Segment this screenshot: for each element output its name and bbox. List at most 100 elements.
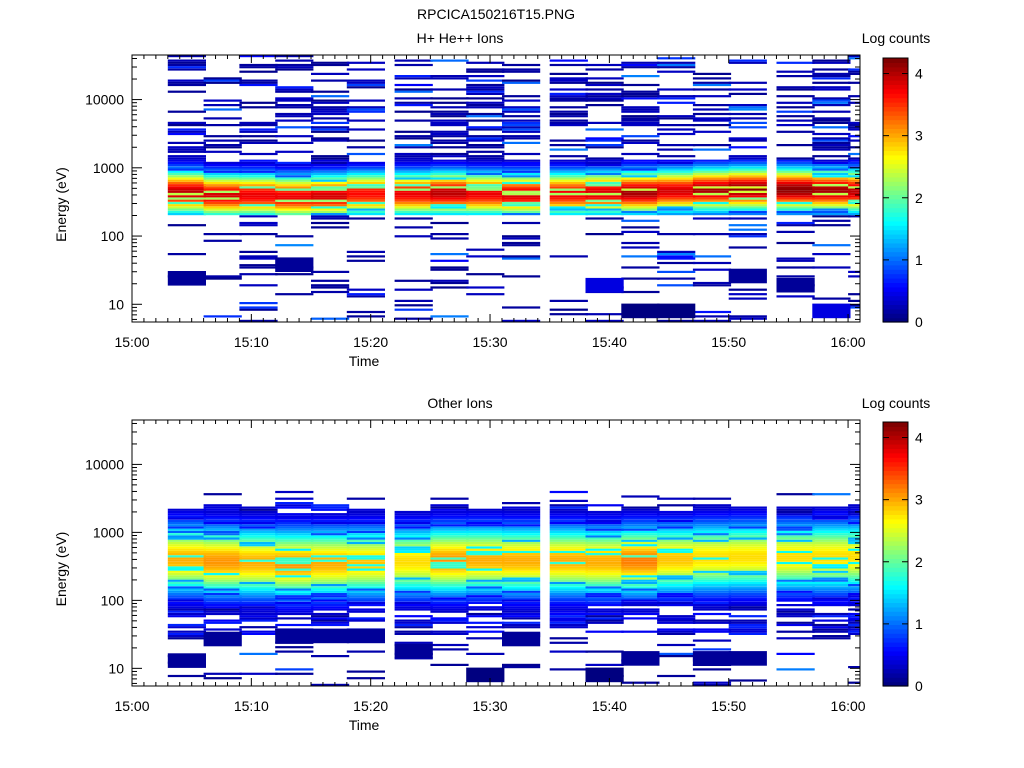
heatmap-cell (621, 595, 660, 598)
heatmap-cell (728, 175, 767, 178)
heatmap-cell (549, 606, 588, 609)
heatmap-cell (346, 539, 385, 542)
heatmap-cell (275, 533, 314, 536)
heatmap-cell (466, 181, 505, 184)
heatmap-cell (502, 524, 541, 527)
heatmap-cell (812, 88, 851, 91)
heatmap-cell (346, 177, 385, 180)
heatmap-cell (203, 506, 242, 509)
heatmap-cell (776, 526, 815, 529)
heatmap-cell (346, 592, 385, 596)
heatmap-cell (776, 561, 815, 565)
heatmap-cell (502, 526, 541, 529)
heatmap-cell (311, 504, 350, 507)
heatmap-cell (311, 317, 350, 320)
heatmap-cell (167, 564, 206, 567)
heatmap-cell (275, 568, 314, 571)
heatmap-cell (692, 541, 732, 545)
heatmap-cell (275, 577, 314, 580)
heatmap-cell (346, 197, 385, 200)
heatmap-cell (692, 210, 732, 213)
heatmap-cell (167, 566, 206, 569)
heatmap-cell (776, 584, 815, 587)
heatmap-cell (311, 139, 350, 142)
heatmap-cell (692, 81, 732, 84)
heatmap-cell (346, 604, 385, 607)
heatmap-cell (621, 97, 660, 100)
heatmap-cell (848, 615, 860, 618)
heatmap-cell (502, 575, 541, 578)
heatmap-cell (585, 81, 624, 84)
heatmap-cell (239, 586, 278, 589)
heatmap-cell (311, 568, 350, 571)
heatmap-cell (812, 204, 851, 207)
y-tick-label: 1000 (93, 160, 124, 176)
heatmap-cell (466, 597, 505, 600)
heatmap-cell (549, 668, 588, 671)
heatmap-cell (549, 177, 588, 180)
colorbar-strip (883, 571, 908, 577)
colorbar-frame (882, 57, 909, 323)
heatmap-cell (657, 161, 696, 164)
heatmap-cell (430, 204, 469, 207)
heatmap-cell (167, 510, 206, 514)
heatmap-cell (430, 124, 469, 127)
heatmap-cell (346, 210, 385, 213)
colorbar-strip (883, 317, 908, 323)
heatmap-cell (657, 577, 696, 580)
heatmap-cell (692, 621, 732, 624)
heatmap-cell (621, 506, 660, 509)
heatmap-cell (394, 519, 433, 522)
heatmap-cell (239, 273, 278, 276)
heatmap-cell (203, 108, 242, 111)
heatmap-cell (275, 201, 314, 205)
heatmap-cell (239, 539, 278, 542)
heatmap-cell (275, 161, 314, 164)
heatmap-cell (848, 515, 860, 518)
heatmap-cell (812, 506, 851, 509)
heatmap-cell (549, 506, 588, 509)
heatmap-cell (430, 146, 469, 149)
heatmap-cell (203, 161, 242, 164)
heatmap-cell (430, 522, 469, 525)
heatmap-cell (585, 77, 624, 80)
heatmap-cell (394, 641, 433, 644)
heatmap-cell (394, 184, 433, 187)
heatmap-cell (311, 99, 350, 102)
heatmap-cell (692, 77, 732, 80)
heatmap-cell (239, 615, 278, 618)
heatmap-cell (549, 535, 588, 538)
heatmap-cell (346, 515, 385, 518)
heatmap-cell (657, 261, 696, 265)
heatmap-cell (621, 63, 660, 67)
heatmap-cell (657, 510, 696, 514)
heatmap-cell (203, 81, 242, 84)
heatmap-cell (502, 181, 541, 184)
heatmap-cell (585, 92, 624, 95)
colorbar-strip (883, 584, 908, 590)
heatmap-cell (812, 68, 851, 71)
heatmap-cell (239, 233, 278, 236)
heatmap-cell (502, 221, 541, 225)
heatmap-cell (466, 515, 505, 518)
heatmap-cell (728, 59, 767, 62)
heatmap-cell (203, 179, 242, 182)
heatmap-cell (848, 293, 860, 296)
heatmap-cell (430, 155, 469, 158)
heatmap-cell (657, 630, 696, 633)
heatmap-cell (812, 550, 851, 553)
heatmap-cell (728, 193, 767, 196)
heatmap-cell (394, 510, 433, 514)
heatmap-cell (585, 615, 624, 618)
heatmap-cell (585, 530, 624, 533)
heatmap-cell (311, 586, 350, 589)
heatmap-cell (585, 68, 624, 71)
heatmap-cell (466, 144, 505, 147)
heatmap-cell (203, 628, 242, 631)
heatmap-cell (239, 513, 278, 516)
heatmap-cell (167, 612, 206, 616)
heatmap-cell (275, 575, 314, 578)
heatmap-cell (430, 519, 469, 522)
heatmap-cell (239, 581, 278, 584)
heatmap-cell (311, 188, 350, 191)
